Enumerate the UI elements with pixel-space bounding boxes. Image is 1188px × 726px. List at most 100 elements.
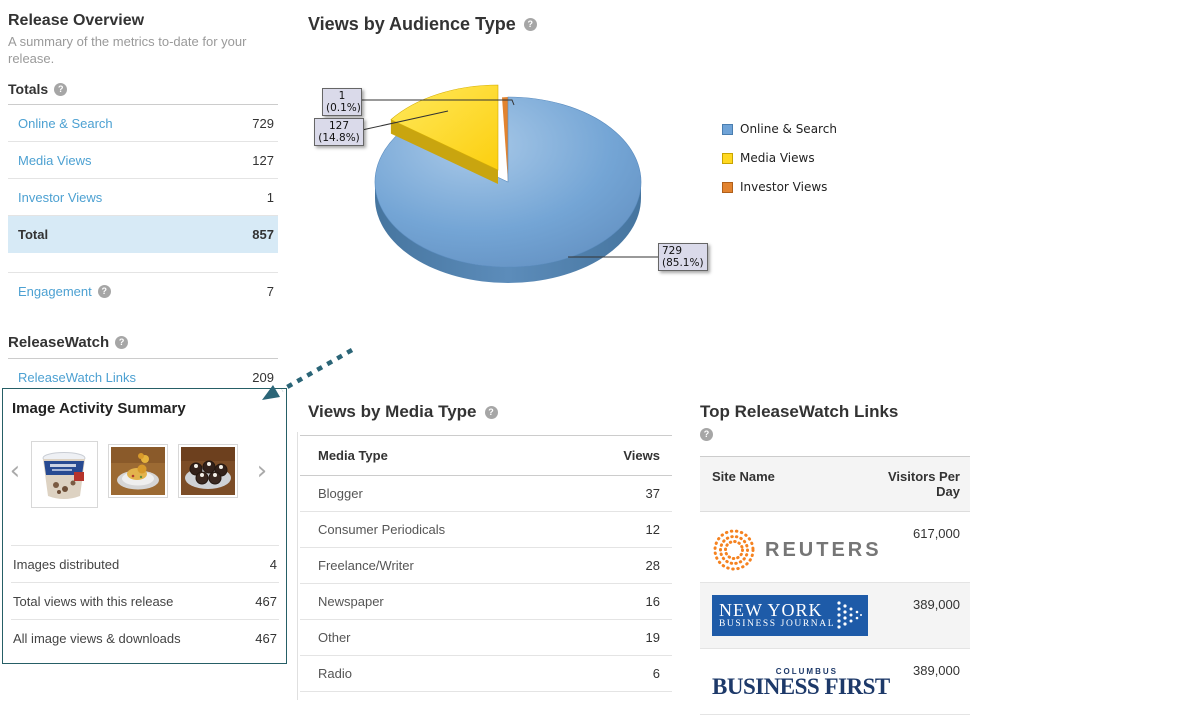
page-title: Release Overview [8, 12, 145, 29]
carousel-next-button[interactable]: › [256, 456, 268, 486]
annotation-arrow [262, 348, 354, 400]
callout-value: 1 [338, 90, 346, 102]
carousel-prev-button[interactable]: ‹ [9, 456, 21, 486]
tub-product-image [34, 444, 95, 505]
callout-value: 127 [328, 120, 350, 132]
legend-label: Investor Views [740, 180, 828, 194]
images-distributed-value: 4 [269, 556, 277, 572]
media-type-cell: Consumer Periodicals [318, 522, 446, 537]
release-overview-panel: Release Overview A summary of the metric… [8, 12, 278, 396]
visitors-per-day-value: 389,000 [913, 663, 960, 678]
total-value: 857 [252, 227, 274, 242]
media-type-cell: Freelance/Writer [318, 558, 414, 573]
releasewatch-links-value: 209 [252, 370, 274, 385]
image-thumbnail-gluten-free-tub[interactable] [31, 441, 98, 508]
releasewatch-heading: ReleaseWatch ? [8, 334, 278, 359]
help-icon[interactable]: ? [523, 18, 537, 31]
total-views-label: Total views with this release [13, 593, 174, 609]
legend-label: Media Views [740, 151, 815, 165]
bizfirst-logo-line1: COLUMBUS [775, 667, 838, 676]
engagement-value: 7 [266, 284, 274, 299]
legend-item-online-search: Online & Search [722, 122, 837, 136]
investor-views-value: 1 [266, 189, 274, 205]
online-search-link[interactable]: Online & Search [18, 115, 113, 131]
help-icon[interactable]: ? [700, 428, 713, 441]
stat-row-total-views: Total views with this release 467 [11, 582, 279, 619]
metric-row-total: Total 857 [8, 216, 278, 253]
media-type-table: Media Type Views Blogger 37 Consumer Per… [300, 435, 672, 692]
stat-row-images-distributed: Images distributed 4 [11, 545, 279, 582]
audience-chart-title: Views by Audience Type ? [308, 14, 537, 35]
ny-business-journal-logo[interactable]: NEW YORK BUSINESS JOURNAL [712, 595, 868, 636]
legend-label: Online & Search [740, 122, 837, 136]
table-row: Freelance/Writer 28 [300, 548, 672, 584]
reuters-sunburst-icon [713, 529, 755, 571]
reuters-logo-text: REUTERS [765, 538, 882, 561]
views-cell: 28 [645, 558, 660, 573]
help-icon[interactable]: ? [97, 285, 111, 298]
table-row: Consumer Periodicals 12 [300, 512, 672, 548]
all-image-views-label: All image views & downloads [13, 630, 181, 646]
metric-row-engagement: Engagement ? 7 [8, 273, 278, 310]
site-name-column-header: Site Name [712, 469, 775, 484]
nybj-logo-line2: BUSINESS JOURNAL [719, 619, 836, 629]
media-type-cell: Other [318, 630, 351, 645]
views-cell: 16 [645, 594, 660, 609]
image-activity-stats: Images distributed 4 Total views with th… [11, 545, 279, 656]
table-row: Newspaper 16 [300, 584, 672, 620]
image-thumbnail-plated-dish[interactable] [108, 444, 168, 498]
all-image-views-value: 467 [255, 630, 277, 646]
audience-pie-chart [360, 84, 658, 283]
engagement-link[interactable]: Engagement ? [18, 284, 111, 299]
help-icon[interactable]: ? [484, 405, 498, 419]
divider [8, 272, 278, 273]
top-releasewatch-links-panel: Top ReleaseWatch Links ? Site Name Visit… [700, 402, 970, 715]
views-cell: 19 [645, 630, 660, 645]
columbus-business-first-logo[interactable]: COLUMBUS BUSINESS FIRST [712, 667, 890, 704]
views-column-header: Views [623, 448, 660, 463]
views-cell: 12 [645, 522, 660, 537]
help-icon[interactable]: ? [115, 336, 129, 349]
engagement-label: Engagement [18, 284, 92, 299]
investor-views-link[interactable]: Investor Views [18, 189, 103, 205]
help-icon[interactable]: ? [54, 82, 68, 96]
image-thumbnail-chocolate-desserts[interactable] [178, 444, 238, 498]
media-type-cell: Radio [318, 666, 352, 681]
image-activity-title: Image Activity Summary [12, 400, 186, 417]
table-header-row: Media Type Views [300, 435, 672, 476]
metric-row-media-views: Media Views 127 [8, 142, 278, 179]
pie-callout-investor: 1 (0.1%) [322, 88, 362, 116]
releasewatch-links-title-text: Top ReleaseWatch Links [700, 402, 899, 421]
table-row: Other 19 [300, 620, 672, 656]
callout-percent: (0.1%) [326, 102, 361, 114]
reuters-logo[interactable]: REUTERS [712, 528, 882, 572]
images-distributed-label: Images distributed [13, 556, 120, 572]
totals-heading-label: Totals [8, 81, 49, 97]
plated-dish-image [111, 447, 165, 495]
visitors-column-header: Visitors Per Day [887, 469, 960, 499]
image-activity-summary-panel: Image Activity Summary ‹ [2, 388, 287, 664]
releasewatch-links-link[interactable]: ReleaseWatch Links [18, 370, 137, 385]
visitors-per-day-value: 617,000 [913, 526, 960, 541]
callout-percent: (14.8%) [318, 132, 360, 144]
media-type-panel: Views by Media Type ? Media Type Views B… [300, 402, 672, 692]
views-cell: 37 [645, 486, 660, 501]
media-views-link[interactable]: Media Views [18, 152, 92, 168]
table-row-reuters: REUTERS 617,000 [700, 512, 970, 583]
metric-row-online-search: Online & Search 729 [8, 105, 278, 142]
metric-row-investor-views: Investor Views 1 [8, 179, 278, 216]
column-divider [297, 432, 298, 700]
table-row-ny-business-journal: NEW YORK BUSINESS JOURNAL [700, 583, 970, 649]
callout-percent: (85.1%) [662, 257, 704, 269]
desserts-image [181, 447, 235, 495]
legend-swatch-orange [722, 181, 733, 193]
table-row: Blogger 37 [300, 476, 672, 512]
callout-value: 729 [662, 245, 683, 257]
bizfirst-logo-line2: BUSINESS FIRST [712, 674, 890, 699]
media-type-cell: Blogger [318, 486, 363, 501]
media-type-title-text: Views by Media Type [308, 402, 477, 421]
online-search-value: 729 [252, 115, 274, 131]
pie-legend: Online & Search Media Views Investor Vie… [722, 122, 837, 209]
pie-callout-online: 729 (85.1%) [658, 243, 708, 271]
